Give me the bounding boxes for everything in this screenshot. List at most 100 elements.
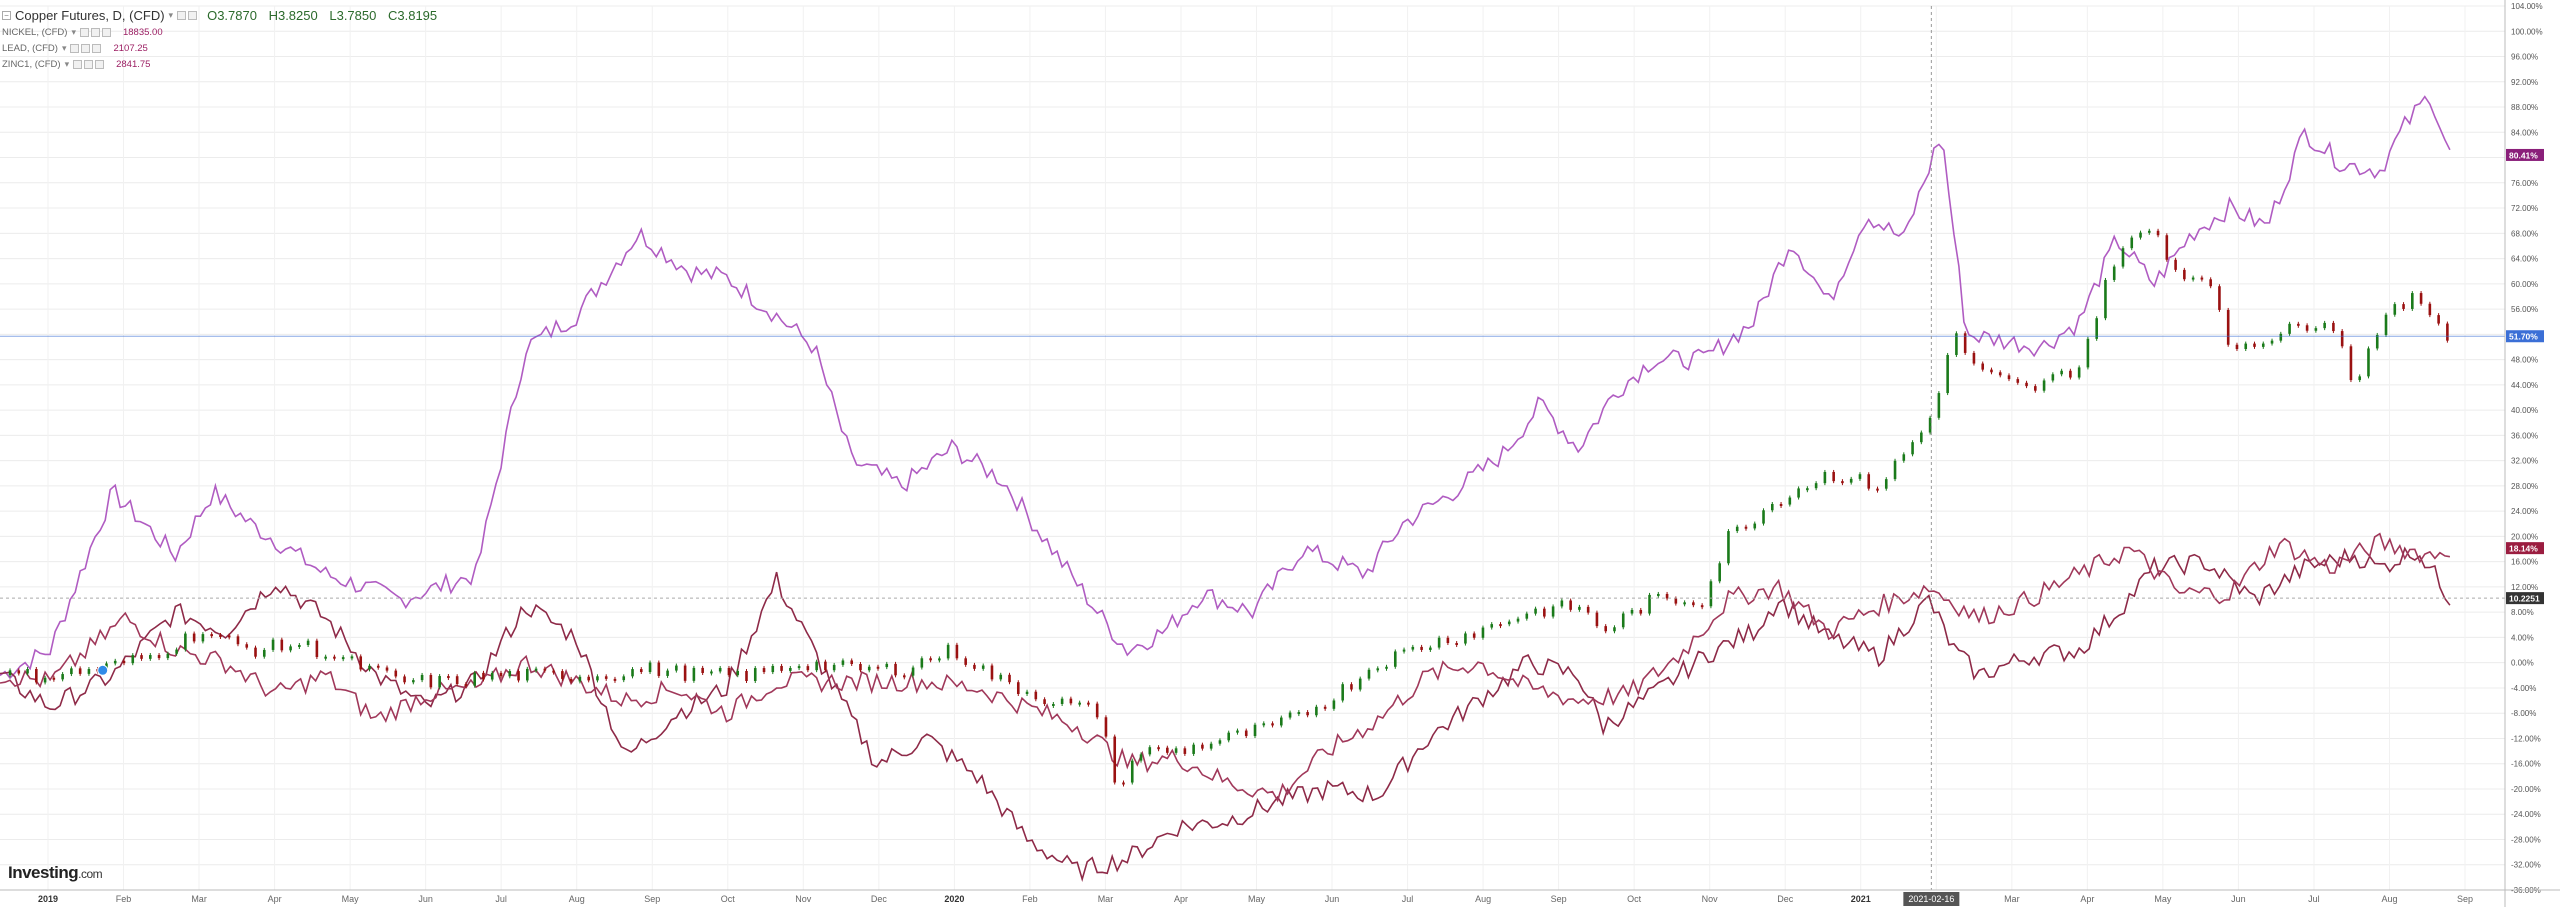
series-line <box>0 532 2451 803</box>
candle-body <box>2174 259 2177 270</box>
candle-body <box>1788 497 1792 505</box>
candle-body <box>578 676 582 682</box>
settings-toggle-icon[interactable] <box>81 43 91 53</box>
visibility-toggle-icon[interactable] <box>73 59 83 69</box>
candle-body <box>1174 748 1178 753</box>
x-tick-label: Nov <box>1702 894 1719 904</box>
candle-body <box>1218 740 1222 744</box>
candle-body <box>1297 712 1301 715</box>
candle-body <box>894 663 897 676</box>
price-tag-label: 80.41% <box>2509 150 2538 160</box>
visibility-toggle-icon[interactable] <box>79 27 89 37</box>
grid-lines <box>0 5 2505 891</box>
series-line <box>0 95 2451 680</box>
settings-toggle-icon[interactable] <box>84 59 94 69</box>
candle-body <box>2446 323 2449 341</box>
main-title: Copper Futures, D, (CFD) <box>15 7 165 23</box>
candle-body <box>1955 333 1958 355</box>
candle-body <box>648 662 652 673</box>
candle-body <box>1718 563 1721 582</box>
candle-body <box>1613 627 1616 632</box>
candle-body <box>1595 612 1599 627</box>
candle-body <box>438 676 441 688</box>
candle-body <box>280 639 284 651</box>
candle-body <box>1709 581 1713 607</box>
candle-body <box>815 661 818 671</box>
candle-body <box>639 669 643 673</box>
chevron-down-icon[interactable]: ▾ <box>61 42 67 53</box>
candle-body <box>1946 354 1949 394</box>
candle-body <box>1087 702 1090 705</box>
candle-body <box>1262 723 1266 726</box>
candle-body <box>517 671 520 681</box>
candle-body <box>1683 602 1686 605</box>
chevron-down-icon[interactable]: ▾ <box>64 58 70 69</box>
candle-body <box>298 644 301 647</box>
collapse-icon[interactable]: − <box>2 10 11 20</box>
legend-symbol-row[interactable]: LEAD, (CFD) ▾ 2107.25 <box>2 40 445 56</box>
candle-body <box>1411 646 1415 650</box>
candle-body <box>455 676 459 685</box>
visibility-toggle-icon[interactable] <box>177 10 187 20</box>
candle-body <box>447 676 450 679</box>
candle-body <box>850 660 853 665</box>
candle-body <box>2349 346 2353 381</box>
visibility-toggle-icon[interactable] <box>70 43 80 53</box>
y-tick-label: 56.00% <box>2511 305 2538 314</box>
candle-body <box>420 674 424 681</box>
candle-body <box>1148 747 1152 755</box>
candle-body <box>2235 344 2239 350</box>
candle-body <box>1122 782 1125 785</box>
candle-body <box>946 644 950 659</box>
candle-body <box>2305 325 2309 331</box>
candle-body <box>2007 375 2011 380</box>
settings-toggle-icon[interactable] <box>90 27 100 37</box>
candle-body <box>2156 230 2160 236</box>
candle-body <box>262 649 266 657</box>
remove-toggle-icon[interactable] <box>101 27 111 37</box>
candle-body <box>1578 606 1581 610</box>
remove-toggle-icon[interactable] <box>92 43 102 53</box>
candle-body <box>859 664 862 671</box>
y-tick-label: 40.00% <box>2511 406 2538 415</box>
x-tick-label: Jul <box>495 894 507 904</box>
chevron-down-icon[interactable]: ▾ <box>168 9 174 20</box>
x-tick-label: 2020 <box>944 894 964 904</box>
candle-body <box>1358 678 1362 690</box>
candle-body <box>1770 503 1774 511</box>
candle-body <box>1621 613 1625 628</box>
candle-body <box>604 676 608 679</box>
candle-body <box>1657 593 1660 596</box>
candle-body <box>1025 691 1029 695</box>
low-value: L3.7850 <box>329 7 377 23</box>
legend-symbol-row[interactable]: ZINC1, (CFD) ▾ 2841.75 <box>2 56 445 72</box>
candle-body <box>2314 328 2318 331</box>
remove-toggle-icon[interactable] <box>95 59 105 69</box>
chevron-down-icon[interactable]: ▾ <box>71 26 76 37</box>
candle-body <box>1928 417 1932 433</box>
candle-body <box>2428 303 2432 316</box>
candle-body <box>1060 698 1064 704</box>
candle-body <box>61 674 64 680</box>
candle-body <box>552 670 555 673</box>
x-tick-label: 2021 <box>1851 894 1871 904</box>
candle-body <box>1236 730 1239 733</box>
y-tick-label: 4.00% <box>2511 633 2534 642</box>
x-tick-label: Oct <box>1627 894 1642 904</box>
legend-symbol-row[interactable]: NICKEL, (CFD) ▾ 18835.00 <box>2 24 445 40</box>
legend-main-row[interactable]: − Copper Futures, D, (CFD) ▾ O3.7870 H3.… <box>2 6 445 24</box>
settings-toggle-icon[interactable] <box>188 10 198 20</box>
candle-body <box>490 672 494 680</box>
candle-body <box>1990 369 1993 373</box>
candle-body <box>2218 286 2221 310</box>
series-layer <box>0 6 2505 890</box>
x-tick-label: Jun <box>2231 894 2246 904</box>
y-tick-label: 24.00% <box>2511 507 2538 516</box>
candle-body <box>175 649 178 654</box>
candle-body <box>1911 442 1914 455</box>
candle-body <box>166 653 170 659</box>
candle-body <box>2121 248 2125 267</box>
candle-body <box>657 662 661 676</box>
